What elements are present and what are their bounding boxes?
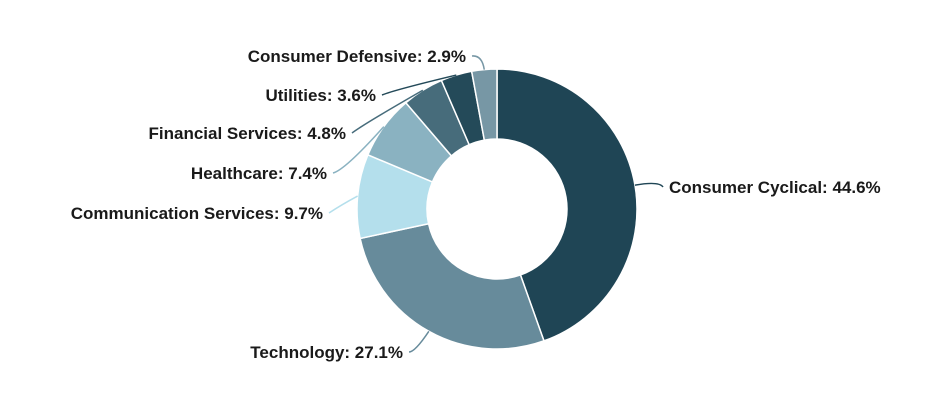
slice-consumer-defensive xyxy=(470,68,498,142)
connectors-layer xyxy=(328,55,664,353)
connector-communication-services xyxy=(328,195,358,214)
label-healthcare: Healthcare: 7.4% xyxy=(191,164,327,183)
connector-financial-services xyxy=(351,89,424,134)
label-consumer-cyclical: Consumer Cyclical: 44.6% xyxy=(669,178,881,197)
connector-healthcare xyxy=(332,126,385,174)
connector-consumer-defensive xyxy=(471,55,486,70)
label-technology: Technology: 27.1% xyxy=(250,343,403,362)
label-consumer-defensive: Consumer Defensive: 2.9% xyxy=(248,47,466,66)
label-utilities: Utilities: 3.6% xyxy=(265,86,376,105)
slice-technology xyxy=(359,222,545,350)
slices-layer xyxy=(356,68,638,350)
label-financial-services: Financial Services: 4.8% xyxy=(149,124,347,143)
slice-consumer-cyclical xyxy=(496,68,638,342)
labels-layer: Consumer Cyclical: 44.6% Technology: 27.1… xyxy=(71,47,881,362)
connector-consumer-cyclical xyxy=(634,182,664,188)
connector-technology xyxy=(408,330,430,353)
connector-utilities xyxy=(381,74,457,96)
label-communication-services: Communication Services: 9.7% xyxy=(71,204,323,223)
